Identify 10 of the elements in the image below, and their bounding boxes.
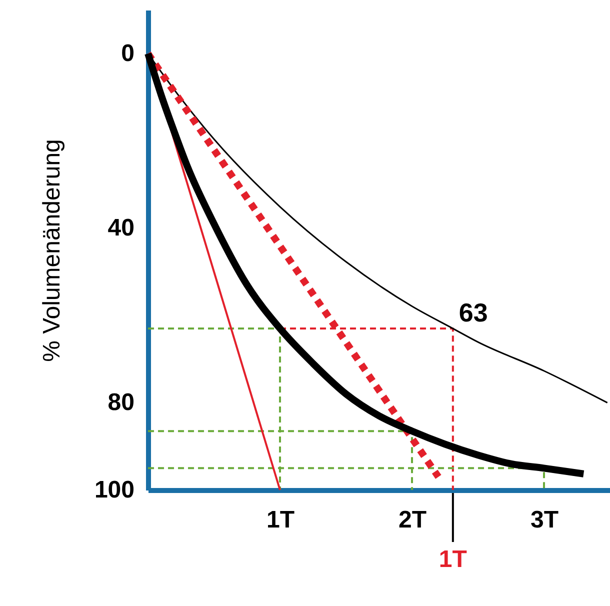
y-tick-label: 0 — [121, 40, 134, 68]
x-tick-label: 3T — [530, 506, 559, 534]
annotation: 1T — [438, 546, 468, 573]
annotation: 63 — [458, 298, 488, 328]
x-tick-label: 2T — [398, 506, 427, 534]
y-tick-label: 80 — [108, 389, 134, 416]
y-tick-label: 40 — [108, 214, 134, 242]
y-axis-title: % Volumenänderung — [38, 139, 66, 362]
x-tick-label: 1T — [266, 506, 295, 534]
y-tick-label: 100 — [94, 476, 134, 504]
